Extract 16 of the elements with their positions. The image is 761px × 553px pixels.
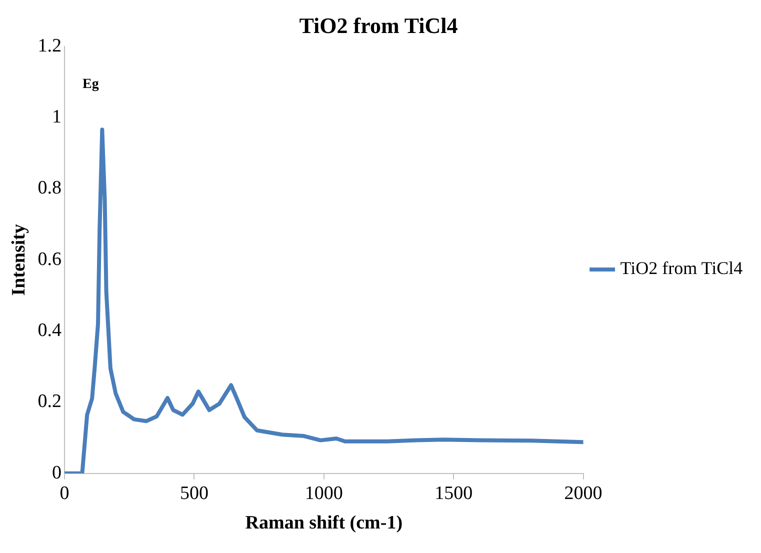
x-axis-title: Raman shift (cm-1) xyxy=(245,512,403,534)
chart-title: TiO2 from TiCl4 xyxy=(299,12,458,38)
y-tick-label: 0.2 xyxy=(38,391,62,412)
y-tick-label: 1 xyxy=(52,106,62,128)
x-tick-label: 2000 xyxy=(564,482,602,504)
x-tick-label: 1000 xyxy=(304,482,343,504)
x-tick-label: 1500 xyxy=(434,482,473,504)
annotation: Eg xyxy=(82,77,99,92)
legend-label: TiO2 from TiCl4 xyxy=(620,258,743,278)
y-axis-title: Intensity xyxy=(8,224,30,296)
y-tick-label: 0.4 xyxy=(38,320,62,342)
y-tick-label: 1.2 xyxy=(38,35,62,56)
y-tick-label: 0.8 xyxy=(38,178,62,199)
x-tick-label: 500 xyxy=(180,482,208,504)
y-tick-label: 0 xyxy=(52,462,62,484)
y-tick-label: 0.6 xyxy=(38,248,62,270)
